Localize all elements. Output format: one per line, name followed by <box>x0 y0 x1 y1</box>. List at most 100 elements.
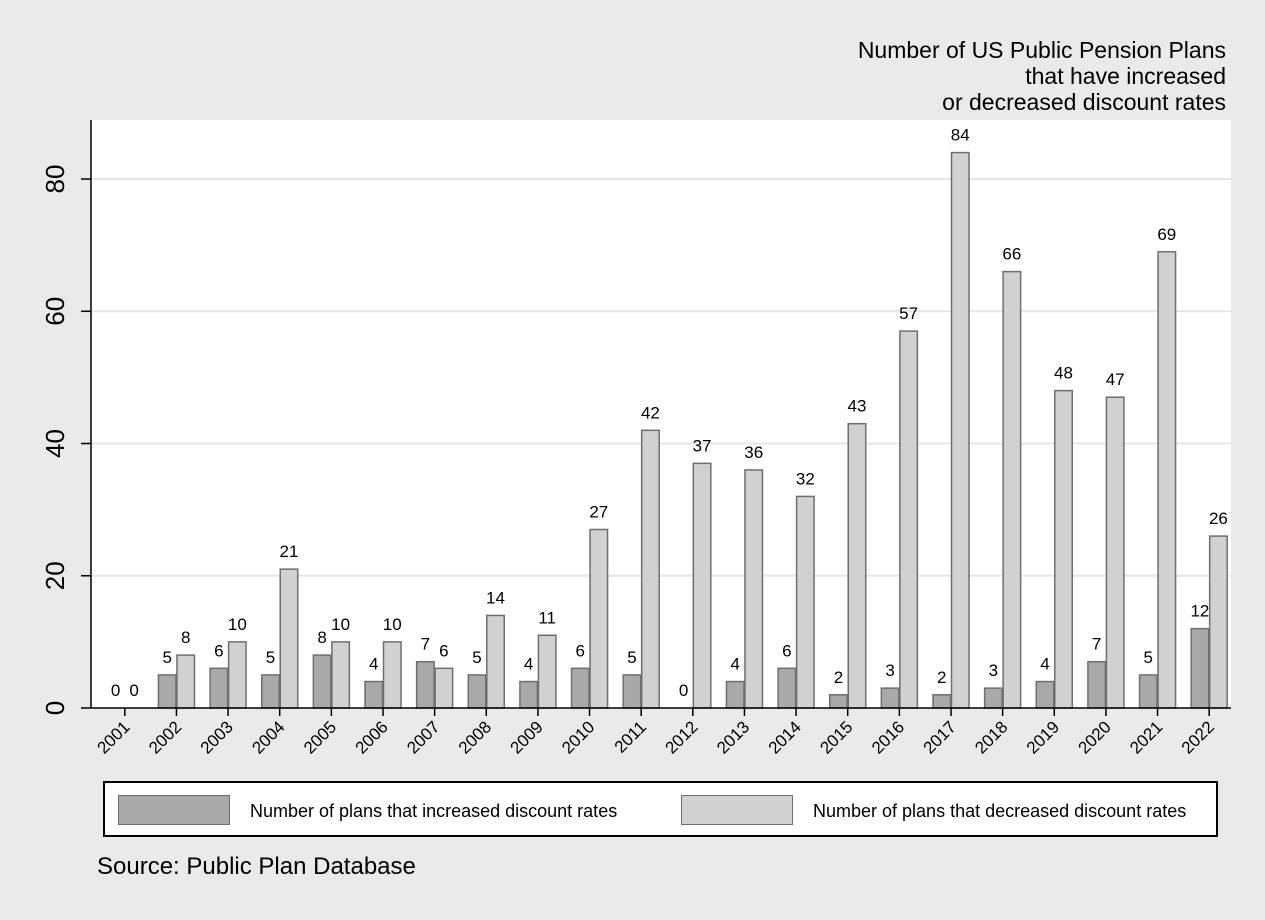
x-tick-label: 2020 <box>1075 717 1115 757</box>
bar-decreased <box>434 667 454 709</box>
bar-increased <box>1087 660 1107 709</box>
x-tick-label: 2013 <box>713 717 753 757</box>
data-label-decreased: 26 <box>1209 509 1228 528</box>
bar-increased <box>1138 674 1158 709</box>
bar-decreased <box>692 462 712 709</box>
legend-swatch-increased <box>118 795 230 825</box>
legend: Number of plans that increased discount … <box>103 781 1218 837</box>
data-label-decreased: 69 <box>1157 225 1176 244</box>
bar-decreased <box>331 641 351 709</box>
bar-increased <box>725 680 745 709</box>
data-label-decreased: 66 <box>1002 245 1021 264</box>
data-label-increased: 4 <box>1040 655 1049 674</box>
x-tick-label: 2007 <box>403 717 443 757</box>
bar-decreased <box>382 641 402 709</box>
y-tick-label: 20 <box>40 561 70 590</box>
data-label-decreased: 36 <box>744 443 763 462</box>
data-label-decreased: 43 <box>848 397 867 416</box>
bar-increased <box>777 667 797 709</box>
title-line: Number of US Public Pension Plans <box>857 37 1226 63</box>
data-label-increased: 4 <box>730 655 739 674</box>
source-note: Source: Public Plan Database <box>97 853 416 880</box>
x-tick-label: 2011 <box>611 717 650 756</box>
data-label-decreased: 0 <box>129 681 138 700</box>
bar-increased <box>364 680 384 709</box>
bar-increased <box>622 674 642 709</box>
x-tick-label: 2008 <box>455 717 495 757</box>
x-tick-label: 2002 <box>145 717 185 757</box>
data-label-increased: 5 <box>472 648 481 667</box>
bar-increased <box>1190 627 1210 709</box>
x-tick-label: 2019 <box>1023 717 1063 757</box>
data-label-increased: 3 <box>885 661 894 680</box>
bar-increased <box>467 674 487 709</box>
x-tick-label: 2014 <box>765 717 805 757</box>
bar-increased <box>209 667 229 709</box>
y-tick-label: 0 <box>40 701 70 715</box>
data-label-increased: 5 <box>266 648 275 667</box>
data-label-decreased: 10 <box>228 615 247 634</box>
y-tick-label: 80 <box>40 165 70 194</box>
legend-swatch-decreased <box>681 795 793 825</box>
data-label-increased: 4 <box>524 655 533 674</box>
bar-increased <box>312 654 332 709</box>
bar-decreased <box>1208 535 1228 709</box>
bar-increased <box>415 660 435 709</box>
data-label-decreased: 32 <box>796 469 815 488</box>
legend-label-increased: Number of plans that increased discount … <box>250 801 618 821</box>
title-line: that have increased <box>1025 63 1226 89</box>
data-label-decreased: 6 <box>439 641 448 660</box>
x-tick-label: 2018 <box>971 717 1011 757</box>
data-label-decreased: 27 <box>589 502 608 521</box>
data-label-increased: 5 <box>162 648 171 667</box>
data-label-decreased: 47 <box>1106 370 1125 389</box>
bar-increased <box>880 687 900 709</box>
bar-increased <box>932 694 952 709</box>
x-axis-ticks: 2001 2002 2003 2004 2005 2006 2007 2008 2009 2010… <box>93 708 1218 758</box>
data-label-decreased: 84 <box>951 126 970 145</box>
bars <box>157 151 1228 709</box>
data-label-increased: 5 <box>1144 648 1153 667</box>
x-tick-label: 2005 <box>300 717 340 757</box>
bar-decreased <box>537 634 557 709</box>
x-tick-label: 2003 <box>197 717 237 757</box>
data-label-decreased: 42 <box>641 403 660 422</box>
data-label-increased: 2 <box>834 668 843 687</box>
title-line: or decreased discount rates <box>942 89 1226 115</box>
bar-decreased <box>1054 389 1074 709</box>
bar-decreased <box>1157 251 1177 709</box>
bar-decreased <box>1105 396 1125 709</box>
data-label-decreased: 21 <box>280 542 299 561</box>
data-label-increased: 7 <box>1092 635 1101 654</box>
x-tick-label: 2009 <box>507 717 547 757</box>
bar-increased <box>570 667 590 709</box>
y-tick-label: 60 <box>40 297 70 326</box>
bar-decreased <box>744 469 764 709</box>
bar-increased <box>983 687 1003 709</box>
bar-decreased <box>640 429 660 709</box>
bar-decreased <box>589 528 609 709</box>
bar-decreased <box>227 641 247 709</box>
data-label-decreased: 37 <box>693 436 712 455</box>
x-tick-label: 2016 <box>868 717 908 757</box>
x-tick-label: 2021 <box>1126 717 1166 757</box>
bar-decreased <box>1002 270 1022 709</box>
bar-decreased <box>486 614 506 709</box>
bar-increased <box>828 694 848 709</box>
data-label-decreased: 48 <box>1054 364 1073 383</box>
x-tick-label: 2010 <box>558 717 598 757</box>
data-label-increased: 0 <box>111 681 120 700</box>
x-tick-label: 2022 <box>1178 717 1218 757</box>
data-label-increased: 8 <box>317 628 326 647</box>
x-tick-label: 2017 <box>920 717 960 757</box>
y-tick-label: 40 <box>40 429 70 458</box>
bar-decreased <box>279 568 299 709</box>
data-label-decreased: 11 <box>538 608 556 627</box>
chart-title: Number of US Public Pension Plans that h… <box>858 37 1226 115</box>
data-label-increased: 0 <box>679 681 688 700</box>
data-label-increased: 4 <box>369 655 378 674</box>
data-label-increased: 3 <box>989 661 998 680</box>
bar-decreased <box>176 654 196 709</box>
